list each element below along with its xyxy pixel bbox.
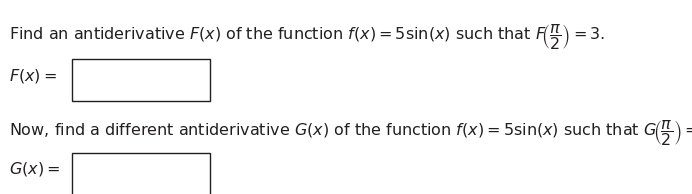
Text: Now, find a different antiderivative $G(x)$ of the function $f(x) = 5\sin(x)$ su: Now, find a different antiderivative $G(… [9, 118, 692, 148]
FancyBboxPatch shape [73, 153, 210, 194]
Text: Find an antiderivative $F(x)$ of the function $f(x) = 5\sin(x)$ such that $F\!\l: Find an antiderivative $F(x)$ of the fun… [9, 22, 605, 52]
Text: $F(x) =$: $F(x) =$ [9, 67, 57, 85]
Text: $G(x) =$: $G(x) =$ [9, 160, 60, 178]
FancyBboxPatch shape [73, 60, 210, 101]
